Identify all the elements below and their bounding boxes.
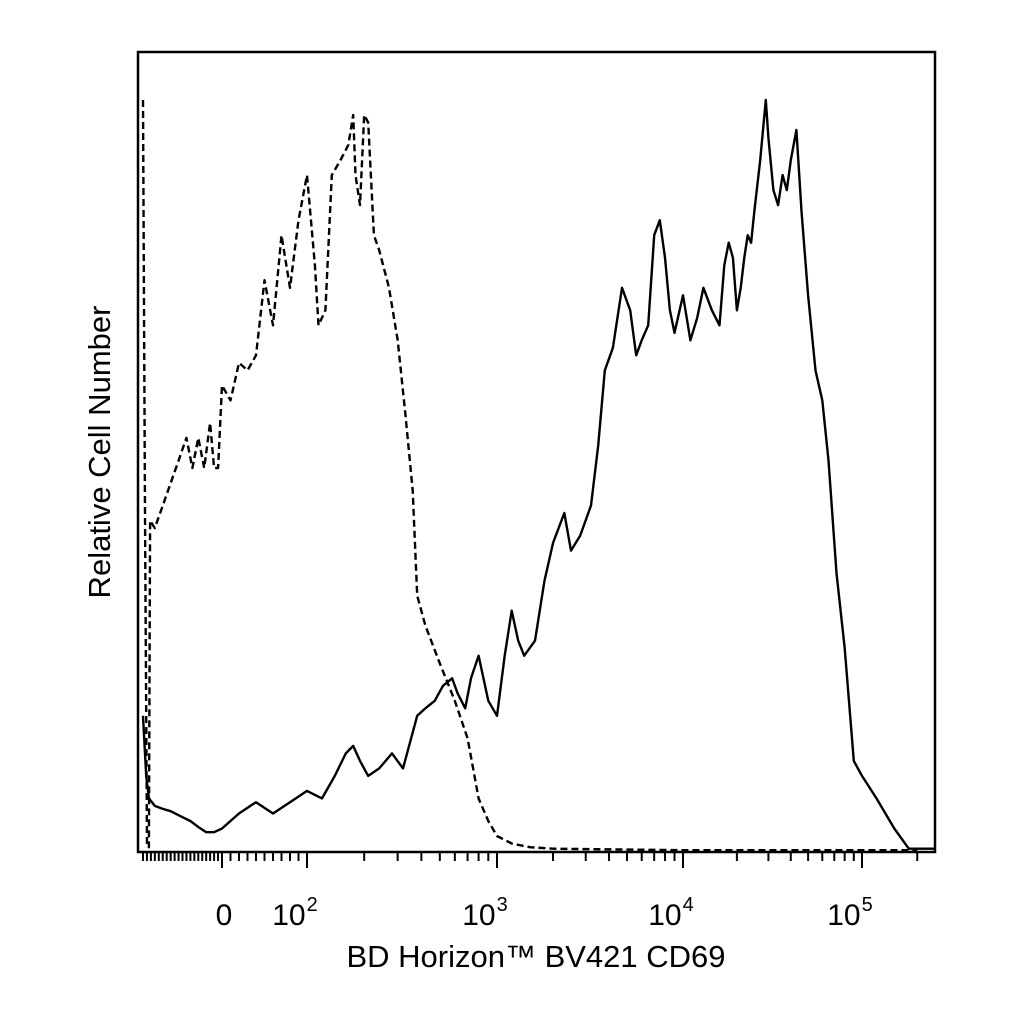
series-group <box>141 98 935 852</box>
x-tick-label: 0 <box>216 899 233 932</box>
x-axis-ticks <box>142 852 919 868</box>
x-tick-label: 102 <box>272 894 318 932</box>
x-axis-title: BD Horizon™ BV421 CD69 <box>346 939 725 974</box>
y-axis-title: Relative Cell Number <box>82 306 117 599</box>
x-tick-label: 105 <box>827 894 873 932</box>
plot-frame <box>136 50 937 854</box>
x-tick-label: 104 <box>648 894 694 932</box>
series-line-solid <box>141 98 935 850</box>
x-tick-label: 103 <box>462 894 508 932</box>
series-line-dashed <box>141 99 918 852</box>
x-axis-tick-labels: 0 102 103 104 105 <box>216 894 873 932</box>
